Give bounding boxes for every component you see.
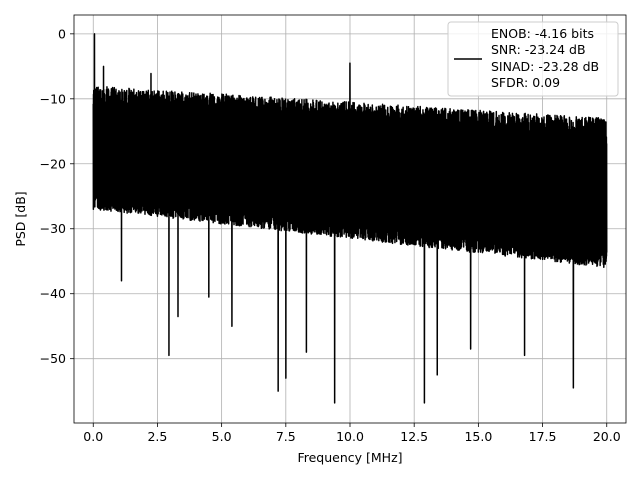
y-tick-label: 0 [58, 26, 66, 41]
legend-entry-sinad: SINAD: -23.28 dB [491, 59, 599, 74]
legend-entry-enob: ENOB: -4.16 bits [491, 26, 594, 41]
x-tick-label: 0.0 [83, 429, 103, 444]
legend-entry-sfdr: SFDR: 0.09 [491, 75, 560, 90]
x-tick-label: 5.0 [212, 429, 232, 444]
y-tick-label: −40 [40, 286, 66, 301]
legend-box [447, 21, 619, 97]
x-tick-label: 15.0 [464, 429, 492, 444]
x-tick-label: 7.5 [276, 429, 296, 444]
x-axis-label: Frequency [MHz] [297, 450, 402, 465]
y-tick-label: −20 [40, 156, 66, 171]
legend: ENOB: -4.16 bits SNR: -23.24 dB SINAD: -… [447, 21, 619, 97]
x-tick-label: 12.5 [400, 429, 428, 444]
x-tick-label: 20.0 [593, 429, 621, 444]
x-tick-label: 2.5 [147, 429, 167, 444]
legend-entry-snr: SNR: -23.24 dB [491, 42, 586, 57]
y-tick-label: −30 [40, 221, 66, 236]
x-tick-label: 17.5 [529, 429, 557, 444]
x-tick-label: 10.0 [336, 429, 364, 444]
y-tick-label: −10 [40, 91, 66, 106]
x-axis-ticks: 0.0 2.5 5.0 7.5 10.0 12.5 15.0 17.5 20.0 [83, 423, 621, 444]
y-axis-ticks: 0 −10 −20 −30 −40 −50 [40, 26, 74, 366]
psd-series-line [92, 33, 608, 404]
y-axis-label: PSD [dB] [13, 191, 28, 246]
y-tick-label: −50 [40, 351, 66, 366]
